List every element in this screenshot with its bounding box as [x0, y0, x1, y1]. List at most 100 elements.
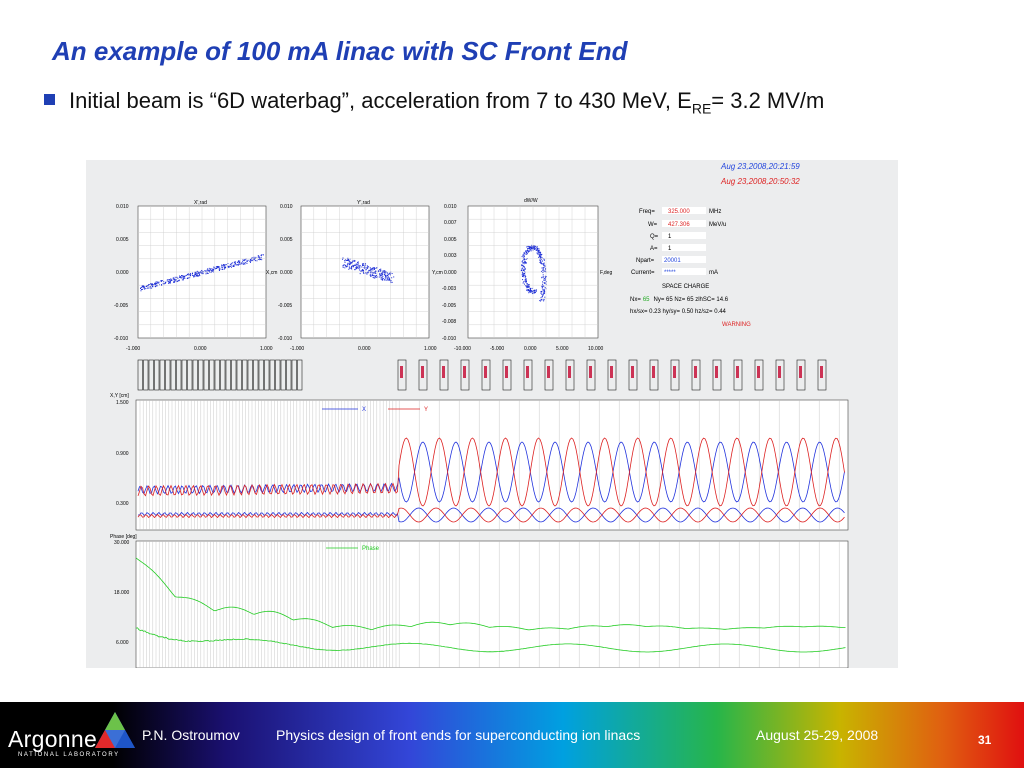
lattice-element	[628, 359, 638, 391]
z-particle	[539, 252, 541, 254]
y-particle	[386, 276, 388, 278]
lattice-element	[258, 359, 264, 391]
x-particle	[160, 281, 162, 283]
x-particle	[197, 275, 199, 277]
x-particle	[211, 270, 213, 272]
x-particle	[181, 276, 183, 278]
z-particle	[527, 290, 529, 292]
x-particle	[211, 270, 213, 272]
z-particle	[543, 282, 545, 284]
x-particle	[227, 265, 229, 267]
y-particle	[379, 269, 381, 271]
x-particle	[155, 281, 157, 283]
y-particle	[375, 272, 377, 274]
z-particle	[542, 272, 544, 274]
x-particle	[199, 272, 201, 274]
x-particle	[173, 281, 175, 283]
z-particle	[523, 270, 525, 272]
x-particle	[189, 274, 191, 276]
y-particle	[386, 278, 388, 280]
y-particle	[371, 269, 373, 271]
tick: 0.000	[280, 270, 293, 276]
x-particle	[140, 287, 142, 289]
x-particle	[216, 267, 218, 269]
z-particle	[535, 289, 537, 291]
x-particle	[176, 281, 178, 283]
y-particle	[384, 270, 386, 272]
z-particle	[539, 255, 541, 257]
z-particle	[542, 289, 544, 291]
tick: 0.000	[444, 270, 457, 276]
y-particle	[372, 272, 374, 274]
lattice-element	[137, 359, 143, 391]
x-particle	[206, 272, 208, 274]
z-particle	[527, 251, 529, 253]
x-particle	[234, 264, 236, 266]
z-particle	[527, 284, 529, 286]
z-particle	[525, 280, 527, 282]
y-particle	[391, 277, 393, 279]
y-particle	[383, 271, 385, 273]
date-1: Aug 23,2008,20:21:59	[720, 162, 800, 171]
y-particle	[353, 260, 355, 262]
x-particle	[179, 276, 181, 278]
x-particle	[169, 282, 171, 284]
z-particle	[522, 269, 524, 271]
z-particle	[543, 258, 545, 260]
x-particle	[151, 287, 153, 289]
lattice-element-core	[757, 366, 760, 378]
y-particle	[347, 262, 349, 264]
y-particle	[351, 265, 353, 267]
x-particle	[249, 260, 251, 262]
z-particle	[529, 288, 531, 290]
y-particle	[349, 262, 351, 264]
x-particle	[222, 264, 224, 266]
x-particle	[142, 286, 144, 288]
x-particle	[158, 281, 160, 283]
x-particle	[165, 282, 167, 284]
y-particle	[354, 260, 356, 262]
x-particle	[161, 280, 163, 282]
tick: 1.000	[424, 346, 437, 352]
tick: -10.000	[454, 346, 471, 352]
tick: -0.010	[114, 336, 128, 342]
x-particle	[205, 271, 207, 273]
z-particle	[542, 281, 544, 283]
z-particle	[525, 254, 527, 256]
y-particle	[385, 272, 387, 274]
x-particle	[168, 279, 170, 281]
y-particle	[363, 272, 365, 274]
x-particle	[183, 279, 185, 281]
y-particle	[349, 267, 351, 269]
z-particle	[527, 289, 529, 291]
y-particle	[387, 273, 389, 275]
x-particle	[239, 260, 241, 262]
tick: 0.000	[358, 346, 371, 352]
x-particle	[238, 260, 240, 262]
z-particle	[522, 273, 524, 275]
y-particle	[351, 268, 353, 270]
y-particle	[356, 262, 358, 264]
x-particle	[180, 277, 182, 279]
x-particle	[229, 263, 231, 265]
tick: 5.000	[556, 346, 569, 352]
x-particle	[192, 273, 194, 275]
y-particle	[390, 279, 392, 281]
z-particle	[526, 258, 528, 260]
z-particle	[526, 289, 528, 291]
z-particle	[521, 261, 523, 263]
z-particle	[532, 246, 534, 248]
z-particle	[544, 275, 546, 277]
param-unit: MeV/u	[709, 222, 726, 228]
y-particle	[350, 261, 352, 263]
z-particle	[526, 253, 528, 255]
x-particle	[148, 283, 150, 285]
z-particle	[522, 254, 524, 256]
x-particle	[195, 274, 197, 276]
tick: 1.000	[260, 346, 273, 352]
z-particle	[541, 293, 543, 295]
x-particle	[253, 256, 255, 258]
x-particle	[179, 276, 181, 278]
x-particle	[143, 286, 145, 288]
x-particle	[176, 276, 178, 278]
